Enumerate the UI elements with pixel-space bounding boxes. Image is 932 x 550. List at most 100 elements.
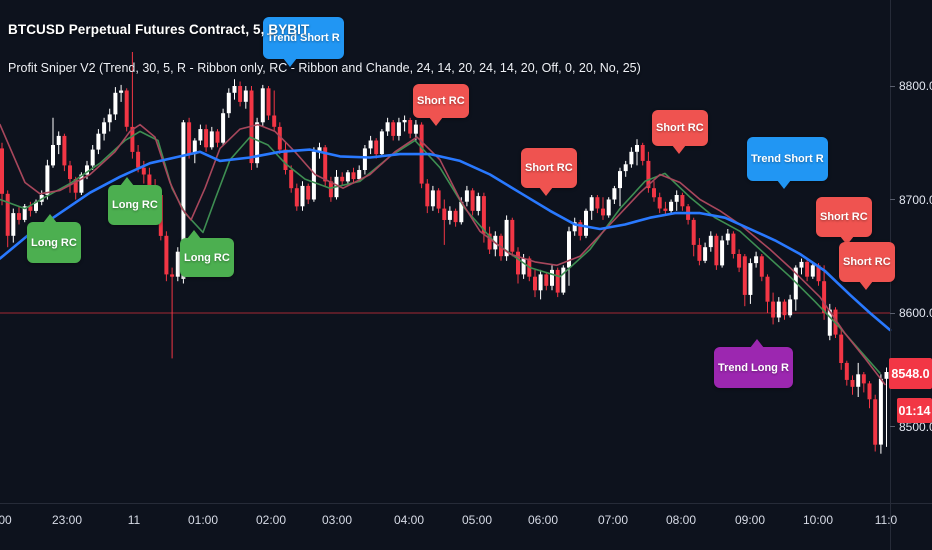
time-axis[interactable]: 00 23:00 11 01:00 02:00 03:00 04:00 05:00 06:00 0…: [0, 503, 932, 550]
candle: [464, 190, 469, 202]
candle: [204, 129, 209, 148]
signal-label-pointer: [539, 187, 553, 196]
candle: [124, 90, 129, 127]
candle: [867, 383, 872, 400]
candle: [396, 122, 401, 136]
candle: [652, 188, 656, 198]
signal-label-pointer: [750, 339, 764, 348]
candle: [754, 256, 759, 264]
candle: [68, 165, 72, 179]
candle: [669, 201, 674, 211]
time-tick-label: 01:00: [187, 513, 219, 527]
candle: [311, 151, 316, 200]
candle: [708, 235, 713, 248]
candle: [550, 269, 554, 286]
candle: [640, 145, 645, 161]
candle: [861, 374, 866, 384]
candle: [799, 261, 804, 268]
candle: [28, 206, 33, 211]
signal-label-pointer: [43, 214, 57, 223]
signal-label[interactable]: Long RC: [180, 230, 234, 277]
candle: [516, 251, 520, 275]
price-tick: [890, 312, 895, 314]
chart-legend[interactable]: BTCUSD Perpetual Futures Contract, 5, BY…: [8, 22, 641, 75]
candle: [45, 165, 50, 195]
candle: [215, 131, 220, 143]
candle: [544, 274, 549, 286]
candle: [62, 135, 67, 166]
candle: [720, 240, 725, 266]
signal-label[interactable]: Short RC: [816, 197, 872, 245]
price-tick-label: 8800.0: [899, 79, 932, 93]
signal-label[interactable]: Long RC: [108, 177, 162, 225]
candle: [731, 233, 736, 254]
candle: [618, 171, 622, 189]
signal-label-pointer: [187, 230, 201, 239]
candle: [34, 201, 38, 211]
price-tick-label: 8500.0: [899, 419, 932, 434]
candle: [0, 148, 4, 194]
signal-label[interactable]: Trend Long R: [714, 339, 793, 388]
price-tick: [890, 85, 895, 87]
symbol-title[interactable]: BTCUSD Perpetual Futures Contract, 5, BY…: [8, 22, 310, 37]
candle: [317, 147, 322, 152]
candle: [56, 135, 61, 145]
candle: [323, 147, 328, 182]
signal-label[interactable]: Trend Short R: [263, 17, 344, 67]
candle: [181, 122, 186, 279]
time-tick-label: 03:00: [321, 513, 353, 527]
candle: [141, 167, 146, 175]
candle: [856, 374, 861, 387]
bar-countdown-badge: 01:14: [897, 398, 932, 423]
candle: [827, 309, 832, 336]
candle: [606, 199, 611, 216]
candle: [873, 399, 878, 445]
candle: [765, 276, 770, 302]
signal-label-pointer: [283, 58, 297, 67]
slow-ribbon-ma: [0, 123, 886, 386]
candle: [680, 195, 685, 207]
candle: [470, 190, 475, 211]
candle: [170, 274, 175, 277]
candle: [646, 160, 651, 189]
candle: [487, 233, 492, 250]
price-axis[interactable]: 8800.0 8700.0 8600.0 8500.0 8548.0 01:14: [889, 0, 932, 503]
candle: [748, 263, 753, 295]
time-tick-label: 04:00: [393, 513, 425, 527]
price-tick: [890, 199, 895, 200]
signal-label[interactable]: Short RC: [521, 148, 577, 196]
indicator-settings-line[interactable]: Profit Sniper V2 (Trend, 30, 5, R - Ribb…: [8, 61, 641, 75]
signal-label[interactable]: Long RC: [27, 214, 81, 263]
candle: [850, 380, 855, 387]
candle: [107, 114, 112, 123]
candle: [102, 122, 107, 134]
candle: [408, 120, 413, 134]
candle: [5, 193, 10, 236]
candle: [164, 235, 169, 275]
signal-label-pointer: [120, 177, 134, 186]
signal-label[interactable]: Short RC: [839, 242, 895, 290]
candle: [340, 176, 345, 182]
candle: [878, 378, 883, 445]
candle: [51, 145, 55, 166]
signal-label[interactable]: Trend Short R: [747, 137, 828, 189]
candle: [187, 122, 192, 155]
candle: [776, 301, 781, 318]
candle: [510, 219, 515, 252]
signal-label[interactable]: Short RC: [413, 84, 469, 126]
candle: [629, 151, 634, 165]
candle: [260, 88, 265, 123]
time-tick-label: 11: [127, 513, 141, 527]
candle: [612, 188, 617, 200]
time-tick-label: 23:00: [51, 513, 83, 527]
candle: [623, 164, 628, 172]
candle: [737, 254, 742, 268]
candle: [96, 133, 101, 150]
time-tick-label: 02:00: [255, 513, 287, 527]
candle: [345, 172, 350, 182]
candle: [759, 256, 764, 277]
candle: [198, 129, 203, 141]
signal-label[interactable]: Short RC: [652, 110, 708, 154]
price-tick: [890, 426, 895, 427]
